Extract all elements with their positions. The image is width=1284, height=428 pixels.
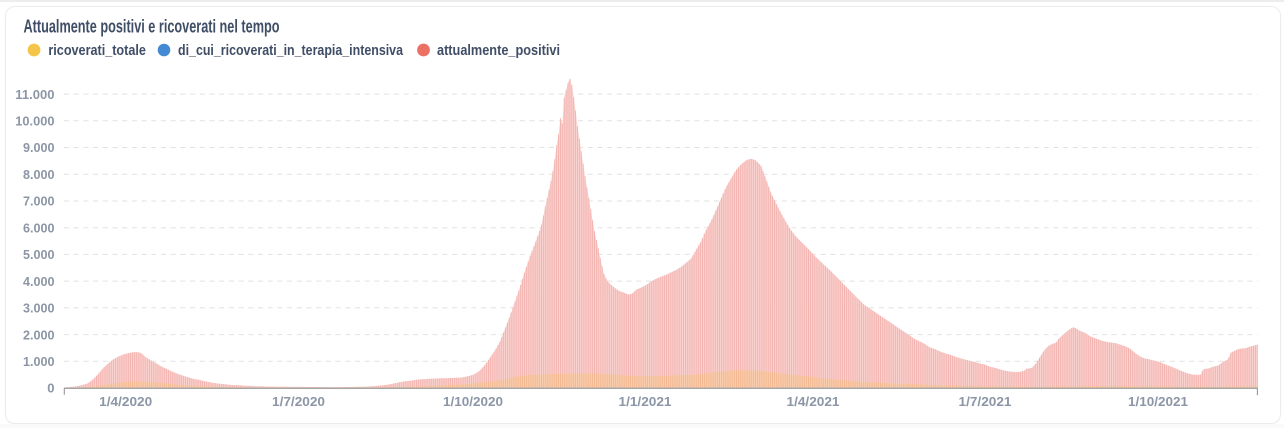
svg-text:1/7/2021: 1/7/2021 <box>959 394 1012 409</box>
svg-text:2.000: 2.000 <box>23 327 55 342</box>
svg-text:1.000: 1.000 <box>23 354 55 369</box>
svg-text:1/10/2020: 1/10/2020 <box>443 394 503 409</box>
svg-text:1/4/2020: 1/4/2020 <box>99 394 152 409</box>
svg-text:10.000: 10.000 <box>15 114 54 129</box>
svg-text:1/10/2021: 1/10/2021 <box>1128 394 1188 409</box>
svg-text:8.000: 8.000 <box>23 167 55 182</box>
svg-text:1/1/2021: 1/1/2021 <box>619 394 672 409</box>
svg-text:di_cui_ricoverati_in_terapia_i: di_cui_ricoverati_in_terapia_intensiva <box>178 42 404 59</box>
svg-text:4.000: 4.000 <box>23 274 55 289</box>
svg-text:9.000: 9.000 <box>23 140 55 155</box>
svg-text:5.000: 5.000 <box>23 247 55 262</box>
svg-text:1/4/2021: 1/4/2021 <box>787 394 840 409</box>
svg-text:3.000: 3.000 <box>23 301 55 316</box>
svg-text:11.000: 11.000 <box>15 87 54 102</box>
svg-text:7.000: 7.000 <box>23 194 55 209</box>
svg-text:6.000: 6.000 <box>23 220 55 235</box>
svg-text:ricoverati_totale: ricoverati_totale <box>48 42 145 59</box>
svg-text:1/7/2020: 1/7/2020 <box>272 394 325 409</box>
svg-text:attualmente_positivi: attualmente_positivi <box>437 42 560 59</box>
svg-text:0: 0 <box>47 381 54 396</box>
svg-text:Attualmente positivi e ricover: Attualmente positivi e ricoverati nel te… <box>24 17 280 37</box>
